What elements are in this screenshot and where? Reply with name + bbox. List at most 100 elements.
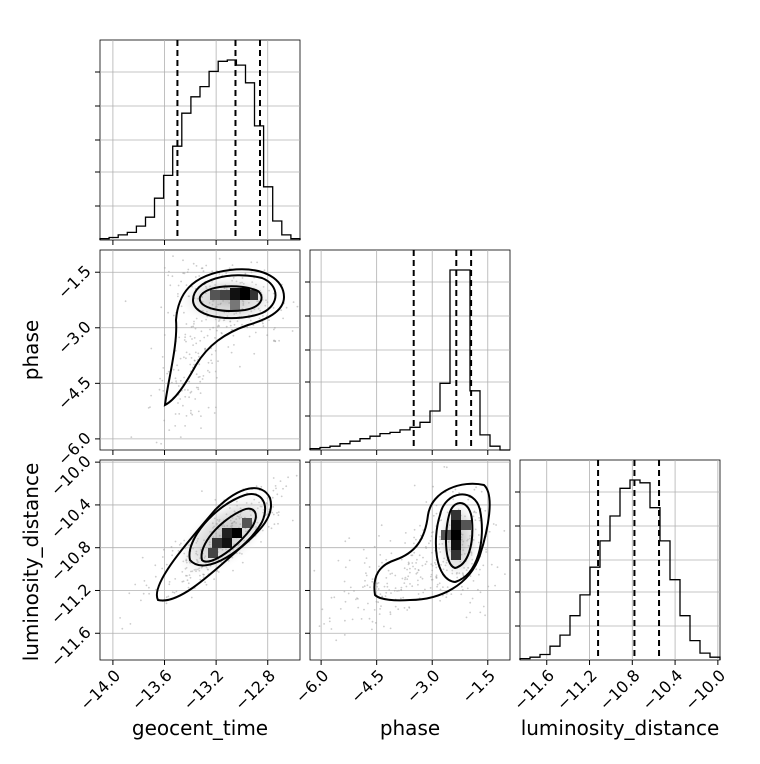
y-tick-label-phase: −3.0 — [54, 317, 95, 358]
scatter-point-phase-vs-time — [162, 390, 165, 392]
scatter-point-phase-vs-time — [214, 370, 217, 373]
scatter-point-distance-vs-phase — [404, 542, 406, 544]
scatter-point-distance-vs-time — [143, 580, 146, 582]
scatter-point-phase-vs-time — [185, 340, 187, 343]
scatter-point-phase-vs-time — [180, 280, 183, 283]
scatter-point-distance-vs-phase — [400, 558, 403, 561]
scatter-point-distance-vs-phase — [388, 589, 391, 591]
scatter-point-distance-vs-phase — [344, 566, 347, 569]
scatter-point-distance-vs-phase — [343, 590, 346, 593]
scatter-point-distance-vs-phase — [441, 594, 444, 597]
scatter-point-distance-vs-phase — [380, 524, 383, 527]
scatter-point-distance-vs-phase — [413, 551, 416, 554]
contours-phase-vs-time — [163, 268, 286, 407]
scatter-point-distance-vs-phase — [460, 593, 463, 596]
scatter-point-phase-vs-time — [230, 351, 233, 354]
scatter-point-phase-vs-time — [225, 325, 228, 328]
scatter-point-distance-vs-phase — [404, 576, 407, 579]
scatter-point-distance-vs-phase — [381, 561, 383, 564]
scatter-point-distance-vs-phase — [482, 605, 485, 608]
y-axis-label-luminosity-distance: luminosity_distance — [19, 463, 43, 662]
scatter-point-distance-vs-phase — [389, 611, 392, 614]
scatter-point-phase-vs-time — [227, 346, 230, 348]
scatter-point-distance-vs-time — [204, 581, 207, 584]
scatter-point-distance-vs-phase — [422, 591, 425, 594]
scatter-point-phase-vs-time — [211, 362, 214, 364]
scatter-point-phase-vs-time — [250, 261, 253, 264]
scatter-point-distance-vs-phase — [417, 579, 419, 582]
scatter-point-phase-vs-time — [179, 357, 182, 360]
scatter-point-phase-vs-time — [168, 429, 171, 431]
scatter-point-distance-vs-phase — [411, 554, 414, 557]
scatter-point-distance-vs-phase — [389, 627, 392, 630]
scatter-point-distance-vs-phase — [343, 634, 346, 636]
histogram-luminosity_distance — [519, 479, 721, 660]
scatter-point-distance-vs-phase — [403, 607, 406, 609]
y-axis-label-phase: phase — [19, 320, 43, 380]
scatter-point-distance-vs-phase — [400, 586, 403, 589]
scatter-point-distance-vs-phase — [406, 568, 408, 571]
scatter-point-phase-vs-time — [214, 337, 216, 339]
scatter-point-distance-vs-phase — [376, 585, 378, 588]
x-tick-label-geocent_time: −13.6 — [128, 666, 176, 714]
scatter-point-distance-vs-phase — [378, 613, 381, 615]
scatter-point-distance-vs-time — [276, 512, 278, 514]
scatter-point-distance-vs-phase — [432, 485, 434, 488]
scatter-point-distance-vs-phase — [360, 618, 363, 620]
scatter-point-distance-vs-phase — [435, 576, 438, 579]
scatter-point-distance-vs-phase — [417, 569, 420, 571]
scatter-point-distance-vs-phase — [425, 501, 428, 503]
scatter-point-distance-vs-phase — [430, 578, 433, 581]
scatter-point-distance-vs-phase — [452, 490, 454, 493]
scatter-point-distance-vs-phase — [376, 582, 378, 585]
scatter-point-distance-vs-phase — [394, 605, 397, 608]
scatter-point-phase-vs-time — [194, 351, 197, 354]
scatter-point-phase-vs-time — [168, 270, 170, 273]
scatter-point-distance-vs-phase — [485, 548, 487, 551]
scatter-point-phase-vs-time — [210, 353, 213, 356]
scatter-point-phase-vs-time — [199, 380, 202, 383]
scatter-point-distance-vs-phase — [393, 589, 396, 592]
scatter-point-phase-vs-time — [211, 270, 214, 273]
scatter-point-distance-vs-phase — [407, 575, 410, 578]
scatter-point-distance-vs-time — [168, 581, 171, 583]
scatter-point-phase-vs-time — [195, 265, 198, 267]
scatter-point-phase-vs-time — [187, 389, 189, 391]
scatter-point-distance-vs-phase — [446, 586, 449, 588]
scatter-point-distance-vs-time — [260, 485, 263, 488]
scatter-point-phase-vs-time — [192, 262, 195, 265]
scatter-point-distance-vs-phase — [413, 484, 416, 487]
scatter-point-phase-vs-time — [268, 319, 270, 321]
scatter-point-distance-vs-phase — [389, 540, 392, 542]
scatter-point-phase-vs-time — [167, 311, 170, 314]
scatter-point-phase-vs-time — [155, 441, 158, 444]
scatter-point-distance-vs-phase — [369, 586, 371, 589]
scatter-point-distance-vs-phase — [469, 601, 472, 604]
scatter-point-phase-vs-time — [232, 334, 235, 337]
scatter-point-distance-vs-phase — [478, 573, 480, 576]
x-tick-label-luminosity_distance: −10.8 — [596, 666, 644, 714]
scatter-point-phase-vs-time — [198, 275, 201, 277]
scatter-point-distance-vs-phase — [421, 564, 424, 567]
scatter-point-phase-vs-time — [185, 357, 187, 360]
scatter-point-phase-vs-time — [197, 386, 200, 389]
scatter-point-distance-vs-phase — [469, 575, 472, 577]
scatter-point-distance-vs-phase — [357, 606, 360, 609]
scatter-point-phase-vs-time — [191, 338, 193, 340]
scatter-point-phase-vs-time — [189, 363, 192, 366]
scatter-point-distance-vs-phase — [419, 524, 421, 527]
scatter-point-phase-vs-time — [150, 347, 153, 350]
x-tick-label-phase: −1.5 — [458, 666, 499, 707]
scatter-point-distance-vs-time — [280, 495, 283, 498]
scatter-point-distance-vs-phase — [494, 584, 496, 587]
scatter-point-distance-vs-time — [173, 591, 176, 594]
scatter-point-phase-vs-time — [201, 378, 204, 380]
scatter-point-distance-vs-phase — [387, 569, 390, 572]
scatter-point-phase-vs-time — [174, 377, 177, 380]
scatter-point-distance-vs-time — [165, 602, 168, 605]
scatter-point-phase-vs-time — [195, 373, 198, 376]
x-tick-label-luminosity_distance: −11.6 — [510, 666, 558, 714]
scatter-point-distance-vs-time — [119, 617, 121, 619]
scatter-point-phase-vs-time — [190, 412, 192, 415]
scatter-point-phase-vs-time — [216, 329, 218, 332]
